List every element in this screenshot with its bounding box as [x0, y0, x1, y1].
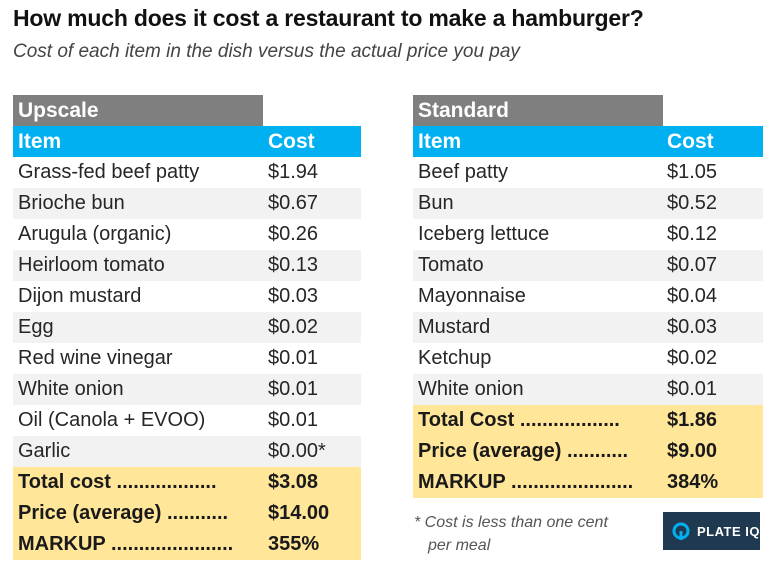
table-row: Tomato $0.07: [413, 250, 763, 281]
upscale-section-header: Upscale: [13, 95, 263, 126]
item-cell: Dijon mustard: [18, 285, 142, 307]
item-cell: Oil (Canola + EVOO): [18, 409, 206, 431]
total-row: MARKUP ...................... 384%: [413, 467, 763, 498]
item-cell: Grass-fed beef patty: [18, 161, 200, 183]
total-row: Price (average) ........... $14.00: [13, 498, 361, 529]
footnote-line-1: * Cost is less than one cent: [414, 514, 608, 531]
item-cell: Mustard: [418, 316, 491, 338]
cost-cell: $0.02: [667, 347, 718, 369]
item-cell: Egg: [18, 316, 54, 338]
table-row: Oil (Canola + EVOO) $0.01: [13, 405, 361, 436]
table-row: Grass-fed beef patty $1.94: [13, 157, 361, 188]
table-row: Mayonnaise $0.04: [413, 281, 763, 312]
item-cell: Ketchup: [418, 347, 492, 369]
item-cell: White onion: [18, 378, 124, 400]
page-subtitle: Cost of each item in the dish versus the…: [13, 41, 520, 62]
page-title: How much does it cost a restaurant to ma…: [13, 5, 644, 31]
item-cell: Heirloom tomato: [18, 254, 165, 276]
cost-cell: $0.13: [268, 254, 319, 276]
cost-cell: $0.03: [268, 285, 319, 307]
cost-cell: $0.52: [667, 192, 718, 214]
cost-column-header: Cost: [268, 129, 315, 153]
cost-cell: $0.01: [268, 347, 319, 369]
footnote: * Cost is less than one cent per meal: [414, 511, 608, 557]
cost-cell: $0.02: [268, 316, 319, 338]
total-value-cell: $9.00: [667, 440, 718, 462]
standard-table: Standard Item Cost Beef patty $1.05 Bun $0.…: [413, 95, 763, 498]
cost-cell: $0.07: [667, 254, 718, 276]
item-column-header: Item: [18, 129, 62, 153]
item-cell: Arugula (organic): [18, 223, 172, 245]
table-row: Garlic $0.00*: [13, 436, 361, 467]
total-row: Total Cost .................. $1.86: [413, 405, 763, 436]
cost-cell: $0.03: [667, 316, 718, 338]
cost-cell: $0.00*: [268, 440, 326, 462]
footnote-line-2: per meal: [428, 537, 491, 554]
cost-cell: $0.12: [667, 223, 718, 245]
item-column-header: Item: [418, 129, 462, 153]
table-row: Dijon mustard $0.03: [13, 281, 361, 312]
cost-cell: $0.01: [268, 409, 319, 431]
table-row: Brioche bun $0.67: [13, 188, 361, 219]
item-cell: Red wine vinegar: [18, 347, 173, 369]
item-cell: Tomato: [418, 254, 484, 276]
upscale-table: Upscale Item Cost Grass-fed beef patty $1…: [13, 95, 361, 560]
cost-cell: $0.67: [268, 192, 319, 214]
item-cell: Garlic: [18, 440, 71, 462]
total-row: Price (average) ........... $9.00: [413, 436, 763, 467]
item-cell: Bun: [418, 192, 454, 214]
total-value-cell: 355%: [268, 533, 320, 555]
total-label-cell: Total cost ..................: [18, 471, 217, 493]
total-value-cell: $3.08: [268, 471, 319, 493]
total-row: Total cost .................. $3.08: [13, 467, 361, 498]
total-value-cell: $14.00: [268, 502, 330, 524]
item-cell: Brioche bun: [18, 192, 125, 214]
cost-cell: $0.04: [667, 285, 718, 307]
cost-cell: $0.26: [268, 223, 319, 245]
table-row: Red wine vinegar $0.01: [13, 343, 361, 374]
cost-column-header: Cost: [667, 129, 714, 153]
total-label-cell: Total Cost ..................: [418, 409, 620, 431]
standard-column-header: Item Cost: [413, 126, 763, 157]
table-row: Egg $0.02: [13, 312, 361, 343]
cost-cell: $0.01: [667, 378, 718, 400]
total-value-cell: 384%: [667, 471, 719, 493]
table-row: White onion $0.01: [413, 374, 763, 405]
cost-cell: $0.01: [268, 378, 319, 400]
logo-text: PLATE IQ: [697, 523, 760, 539]
upscale-column-header: Item Cost: [13, 126, 361, 157]
item-cell: Beef patty: [418, 161, 509, 183]
table-row: Iceberg lettuce $0.12: [413, 219, 763, 250]
plateiq-logo-icon: [672, 522, 690, 540]
standard-section-header: Standard: [413, 95, 663, 126]
item-cell: White onion: [418, 378, 524, 400]
table-row: Beef patty $1.05: [413, 157, 763, 188]
table-row: Arugula (organic) $0.26: [13, 219, 361, 250]
total-label-cell: Price (average) ...........: [418, 440, 629, 462]
total-value-cell: $1.86: [667, 409, 718, 431]
table-row: White onion $0.01: [13, 374, 361, 405]
total-row: MARKUP ...................... 355%: [13, 529, 361, 560]
cost-cell: $1.94: [268, 161, 319, 183]
plate-iq-logo: PLATE IQ: [663, 512, 760, 550]
cost-cell: $1.05: [667, 161, 718, 183]
item-cell: Iceberg lettuce: [418, 223, 550, 245]
total-label-cell: MARKUP ......................: [418, 471, 634, 493]
table-row: Ketchup $0.02: [413, 343, 763, 374]
total-label-cell: MARKUP ......................: [18, 533, 234, 555]
table-row: Mustard $0.03: [413, 312, 763, 343]
item-cell: Mayonnaise: [418, 285, 526, 307]
table-row: Bun $0.52: [413, 188, 763, 219]
total-label-cell: Price (average) ...........: [18, 502, 229, 524]
table-row: Heirloom tomato $0.13: [13, 250, 361, 281]
